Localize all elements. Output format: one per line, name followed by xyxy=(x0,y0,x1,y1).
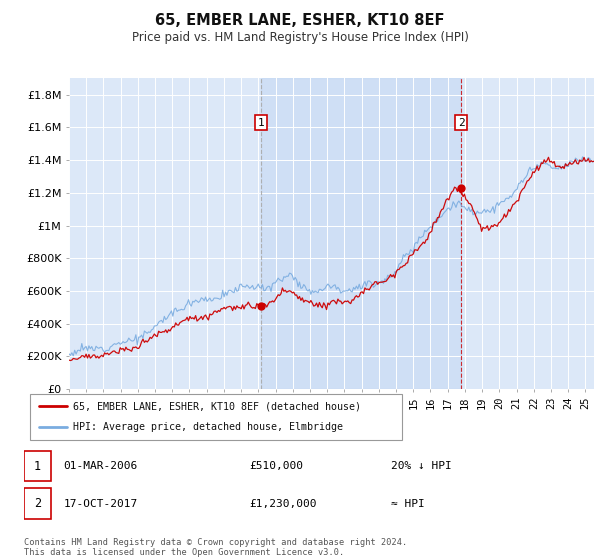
FancyBboxPatch shape xyxy=(24,451,51,482)
Bar xyxy=(261,78,461,389)
Text: 65, EMBER LANE, ESHER, KT10 8EF: 65, EMBER LANE, ESHER, KT10 8EF xyxy=(155,13,445,29)
Text: Price paid vs. HM Land Registry's House Price Index (HPI): Price paid vs. HM Land Registry's House … xyxy=(131,31,469,44)
Text: 65, EMBER LANE, ESHER, KT10 8EF (detached house): 65, EMBER LANE, ESHER, KT10 8EF (detache… xyxy=(73,401,361,411)
Text: 01-MAR-2006: 01-MAR-2006 xyxy=(64,461,138,471)
FancyBboxPatch shape xyxy=(30,394,402,440)
Text: HPI: Average price, detached house, Elmbridge: HPI: Average price, detached house, Elmb… xyxy=(73,422,343,432)
Text: 1: 1 xyxy=(258,118,265,128)
Text: 17-OCT-2017: 17-OCT-2017 xyxy=(64,499,138,508)
Text: 20% ↓ HPI: 20% ↓ HPI xyxy=(391,461,451,471)
Text: 2: 2 xyxy=(458,118,464,128)
Text: Contains HM Land Registry data © Crown copyright and database right 2024.
This d: Contains HM Land Registry data © Crown c… xyxy=(24,538,407,557)
Text: 2: 2 xyxy=(34,497,41,510)
FancyBboxPatch shape xyxy=(24,488,51,519)
Text: ≈ HPI: ≈ HPI xyxy=(391,499,424,508)
Text: £1,230,000: £1,230,000 xyxy=(250,499,317,508)
Text: 1: 1 xyxy=(34,460,41,473)
Text: £510,000: £510,000 xyxy=(250,461,304,471)
